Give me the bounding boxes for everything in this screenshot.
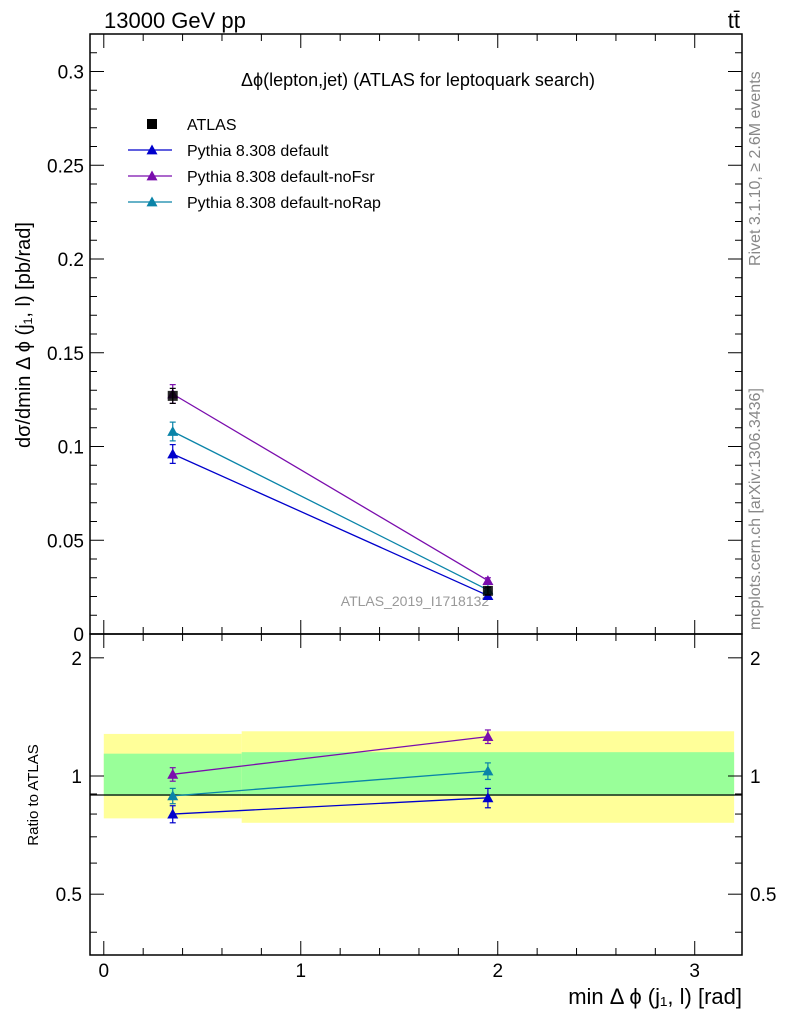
main-y-tick-label: 0.3 [58, 63, 84, 84]
ratio-y-tick-label: 2 [71, 649, 82, 670]
legend-marker-atlas [147, 119, 157, 129]
ratio-series-point [167, 790, 179, 801]
legend-label: Pythia 8.308 default-noFsr [187, 169, 375, 186]
legend-marker [146, 170, 158, 181]
ratio-y-tick-label-right: 1 [750, 767, 761, 788]
rivet-version-label: Rivet 3.1.10, ≥ 2.6M events [747, 71, 764, 266]
main-title: Δϕ(lepton,jet) (ATLAS for leptoquark sea… [241, 70, 595, 90]
main-y-ticks: 0 0.05 0.1 0.15 0.2 0.25 0.3 [47, 52, 742, 646]
ratio-data-marks [167, 729, 494, 824]
ratio-y-tick-label: 1 [71, 767, 82, 788]
main-y-tick-label: 0.15 [47, 344, 84, 365]
ratio-y-ticks: 0.5 0.5 1 1 2 2 [56, 649, 776, 933]
main-series-point [167, 426, 179, 436]
legend: ATLAS Pythia 8.308 default Pythia 8.308 de… [128, 117, 381, 212]
ratio-series-line [172, 797, 488, 815]
main-y-tick-label: 0.25 [47, 156, 84, 177]
analysis-watermark: ATLAS_2019_I1718132 [341, 593, 490, 609]
ratio-y-axis-label: Ratio to ATLAS [25, 744, 42, 845]
x-tick-label: 0 [98, 961, 109, 982]
main-y-axis-label: dσ/dmin Δ ϕ (j₁, l) [pb/rad] [13, 222, 35, 448]
ratio-series-point [482, 731, 494, 742]
legend-marker [146, 144, 158, 155]
energy-label: 13000 GeV pp [104, 8, 246, 33]
main-y-tick-label: 0 [73, 625, 84, 646]
main-series-line [172, 393, 489, 582]
ratio-y-tick-label: 0.5 [56, 885, 82, 906]
legend-marker [146, 196, 158, 207]
ratio-series-line [172, 770, 488, 797]
main-y-tick-label: 0.05 [47, 531, 84, 552]
x-tick-label: 3 [689, 961, 700, 982]
ratio-plot-frame [89, 633, 743, 956]
legend-label: Pythia 8.308 default [187, 143, 329, 160]
atlas-data-point [167, 390, 178, 401]
main-series-line [172, 453, 489, 597]
ratio-series-point [482, 792, 494, 803]
legend-label: ATLAS [187, 117, 237, 134]
mcplots-label: mcplots.cern.ch [arXiv:1306.3436] [747, 388, 764, 630]
main-y-tick-label: 0.1 [58, 438, 84, 459]
x-tick-label: 1 [295, 961, 306, 982]
ratio-series-point [167, 808, 179, 819]
ratio-series-point [482, 765, 494, 776]
main-series-line [172, 430, 489, 591]
x-axis-ticks: 0 1 2 3 [98, 34, 700, 982]
atlas-data-point [482, 585, 493, 596]
ratio-y-tick-label-right: 2 [750, 649, 761, 670]
main-data-marks [167, 384, 494, 600]
main-series-point [482, 575, 494, 585]
ratio-series-line [172, 735, 488, 775]
process-label: tt̄ [728, 8, 740, 33]
main-y-tick-label: 0.2 [58, 250, 84, 271]
x-tick-label: 2 [492, 961, 503, 982]
ratio-y-tick-label-right: 0.5 [750, 885, 776, 906]
main-series-point [167, 448, 179, 459]
ratio-panel: 0.5 0.5 1 1 2 2 0 1 2 3 Ratio to ATLAS min Δ ϕ (… [25, 34, 776, 1009]
ratio-series-point [167, 768, 179, 779]
x-axis-label: min Δ ϕ (j₁, l) [rad] [568, 984, 742, 1009]
main-panel: Δϕ(lepton,jet) (ATLAS for leptoquark sea… [13, 33, 743, 646]
legend-label: Pythia 8.308 default-noRap [187, 195, 381, 212]
